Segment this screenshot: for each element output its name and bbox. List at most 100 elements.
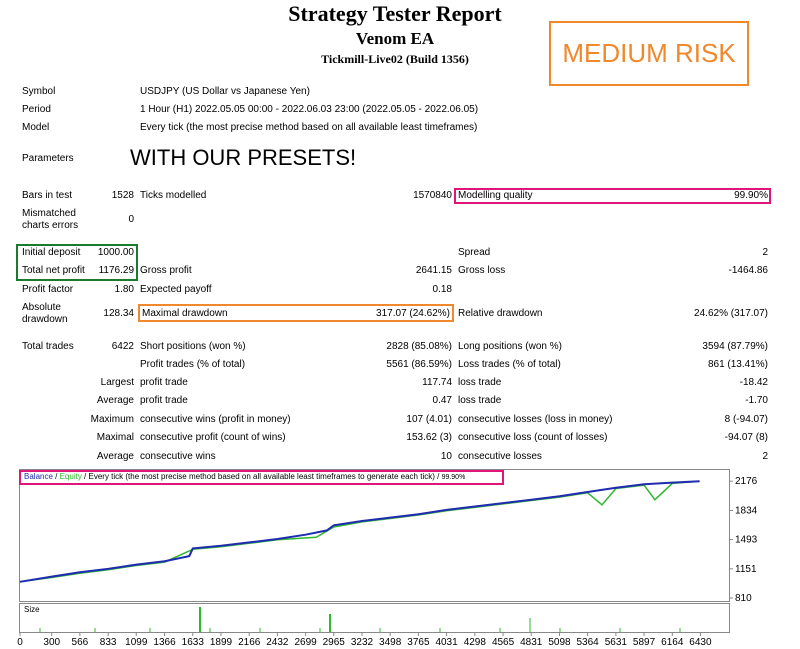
avg-losses-value: 2: [762, 451, 768, 462]
legend-sep-1: /: [52, 472, 60, 481]
x-tick-label: 4298: [464, 637, 487, 648]
maximal-loss-label: consecutive loss (count of losses): [458, 432, 608, 443]
maximum-label: Maximum: [90, 414, 134, 425]
avg-wins-label: consecutive wins: [140, 451, 216, 462]
net-profit-label: Total net profit: [22, 265, 85, 276]
absolute-drawdown-value: 128.34: [103, 308, 134, 319]
average-loss-label: loss trade: [458, 395, 502, 406]
total-trades-value: 6422: [111, 341, 134, 352]
spread-label: Spread: [458, 247, 491, 258]
bars-label: Bars in test: [22, 190, 73, 201]
x-tick-label: 6164: [661, 637, 684, 648]
absolute-drawdown-label-2: drawdown: [22, 314, 68, 325]
period-value: 1 Hour (H1) 2022.05.05 00:00 - 2022.06.0…: [140, 104, 479, 115]
x-tick-label: 4565: [492, 637, 515, 648]
x-tick-label: 5098: [548, 637, 571, 648]
maximal-profit-label: consecutive profit (count of wins): [140, 432, 286, 443]
deposit-net-highlight: [16, 244, 138, 281]
max-wins-value: 107 (4.01): [406, 414, 452, 425]
size-label: Size: [24, 605, 40, 614]
maximal-loss-value: -94.07 (8): [724, 432, 768, 443]
size-chart-frame: [19, 603, 730, 633]
x-tick-label: 2166: [238, 637, 261, 648]
max-drawdown-label: Maximal drawdown: [142, 308, 228, 319]
max-drawdown-value: 317.07 (24.62%): [376, 308, 450, 319]
long-positions-value: 3594 (87.79%): [702, 341, 768, 352]
quality-value: 99.90%: [734, 190, 768, 201]
short-positions-label: Short positions (won %): [140, 341, 246, 352]
period-label: Period: [22, 104, 51, 115]
presets-note: WITH OUR PRESETS!: [130, 145, 357, 170]
deposit-value: 1000.00: [97, 247, 134, 258]
x-tick-label: 4831: [520, 637, 543, 648]
average-loss-value: -1.70: [745, 395, 768, 406]
quality-label: Modelling quality: [458, 190, 533, 201]
gross-loss-value: -1464.86: [728, 265, 768, 276]
x-tick-label: 1366: [153, 637, 176, 648]
model-label: Model: [22, 122, 50, 133]
series-line-balance: [19, 480, 700, 583]
legend-quality: 99.90%: [441, 474, 466, 481]
legend-description: / Every tick (the most precise method ba…: [81, 472, 435, 481]
x-tick-label: 1633: [182, 637, 205, 648]
chart-legend-highlight: [19, 470, 504, 485]
gross-profit-value: 2641.15: [415, 265, 452, 276]
average-profit-label: profit trade: [140, 395, 188, 406]
symbol-label: Symbol: [22, 86, 56, 97]
x-tick-label: 566: [72, 637, 89, 648]
absolute-drawdown-label-1: Absolute: [22, 302, 61, 313]
average-consec-label: Average: [96, 451, 134, 462]
loss-trades-value: 861 (13.41%): [707, 359, 768, 370]
average-profit-value: 0.47: [432, 395, 452, 406]
total-trades-label: Total trades: [22, 341, 74, 352]
relative-drawdown-label: Relative drawdown: [458, 308, 543, 319]
bars-value: 1528: [111, 190, 134, 201]
model-value: Every tick (the most precise method base…: [140, 122, 478, 133]
quality-highlight: [454, 188, 771, 204]
x-tick-label: 3765: [407, 637, 430, 648]
mismatch-label-1: Mismatched: [22, 208, 76, 219]
max-drawdown-highlight: [138, 304, 454, 322]
chart-legend: Balance / Equity / Every tick (the most …: [24, 472, 465, 483]
profit-trades-value: 5561 (86.59%): [386, 359, 452, 370]
relative-drawdown-value: 24.62% (317.07): [694, 308, 768, 319]
max-wins-label: consecutive wins (profit in money): [140, 414, 291, 425]
x-tick-label: 6430: [689, 637, 712, 648]
report-title: Strategy Tester Report: [288, 1, 502, 26]
server-build: Tickmill-Live02 (Build 1356): [321, 52, 469, 66]
largest-loss-value: -18.42: [739, 377, 768, 388]
legend-sep-2: /: [434, 472, 442, 481]
risk-badge: MEDIUM RISK: [549, 21, 749, 86]
y-tick-label: 810: [735, 593, 752, 604]
parameters-label: Parameters: [22, 153, 74, 164]
short-positions-value: 2828 (85.08%): [386, 341, 452, 352]
net-profit-value: 1176.29: [98, 265, 134, 276]
x-tick-label: 1099: [125, 637, 148, 648]
avg-wins-value: 10: [440, 451, 452, 462]
expected-payoff-label: Expected payoff: [140, 284, 212, 295]
x-tick-label: 2699: [294, 637, 317, 648]
gross-loss-label: Gross loss: [458, 265, 506, 276]
largest-profit-label: profit trade: [140, 377, 188, 388]
deposit-label: Initial deposit: [22, 247, 81, 258]
x-tick-label: 300: [43, 637, 60, 648]
x-tick-label: 5897: [633, 637, 656, 648]
spread-value: 2: [762, 247, 768, 258]
gross-profit-label: Gross profit: [140, 265, 192, 276]
maximal-profit-value: 153.62 (3): [406, 432, 452, 443]
x-tick-label: 833: [100, 637, 117, 648]
x-tick-label: 3232: [351, 637, 374, 648]
legend-balance: Balance: [24, 472, 53, 481]
long-positions-label: Long positions (won %): [458, 341, 562, 352]
loss-trades-label: Loss trades (% of total): [458, 359, 561, 370]
y-tick-label: 2176: [735, 476, 758, 487]
max-losses-label: consecutive losses (loss in money): [458, 414, 613, 425]
x-tick-label: 5364: [576, 637, 599, 648]
largest-profit-value: 117.74: [422, 377, 452, 388]
y-tick-label: 1151: [735, 564, 757, 575]
ticks-value: 1570840: [413, 190, 452, 201]
profit-factor-label: Profit factor: [22, 284, 74, 295]
symbol-value: USDJPY (US Dollar vs Japanese Yen): [140, 86, 310, 97]
equity-chart-frame: [19, 469, 730, 602]
